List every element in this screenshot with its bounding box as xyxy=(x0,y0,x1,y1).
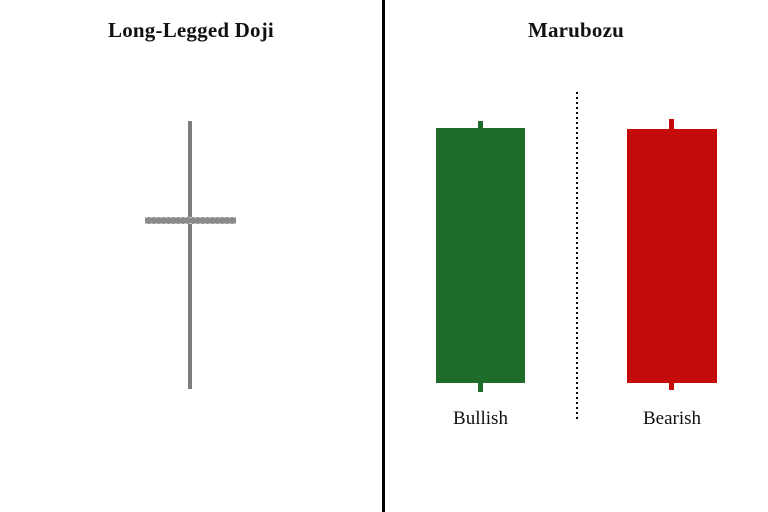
doji-wick xyxy=(188,121,192,389)
bullish-label: Bullish xyxy=(453,408,508,429)
bullish-candle-lower-wick xyxy=(478,383,483,392)
bullish-candle-upper-wick xyxy=(478,121,483,129)
bearish-candle-body xyxy=(627,129,717,383)
dotted-separator xyxy=(576,92,578,420)
panel-divider xyxy=(382,0,385,512)
doji-body xyxy=(145,217,236,224)
bearish-candle-upper-wick xyxy=(669,119,674,130)
long-legged-doji-title: Long-Legged Doji xyxy=(108,18,274,42)
bearish-candle-lower-wick xyxy=(669,383,674,390)
bearish-label: Bearish xyxy=(642,408,702,429)
marubozu-title: Marubozu xyxy=(527,18,625,42)
bullish-candle-body xyxy=(436,128,525,383)
